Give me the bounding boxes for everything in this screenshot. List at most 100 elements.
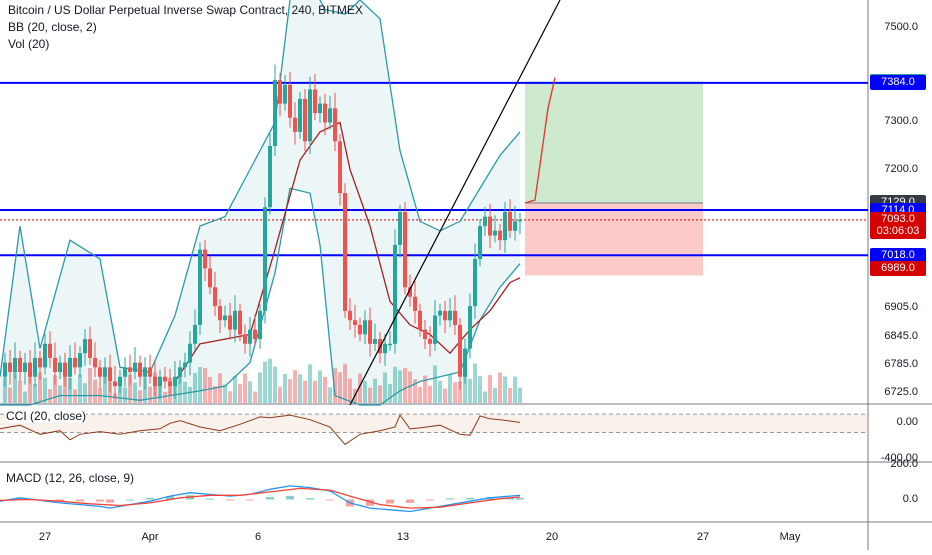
bb-indicator-label[interactable]: BB (20, close, 2)	[8, 20, 97, 34]
volume-indicator-label[interactable]: Vol (20)	[8, 37, 50, 51]
volume-bar	[368, 387, 372, 403]
macd-histogram-bar	[106, 499, 114, 503]
macd-histogram-bar	[506, 497, 514, 500]
candle-body	[433, 315, 437, 344]
candle-body	[328, 108, 332, 123]
candle-body	[453, 310, 457, 325]
candle-body	[143, 367, 147, 377]
candle-body	[443, 310, 447, 321]
candle-body	[198, 249, 202, 325]
volume-bar	[388, 384, 392, 403]
volume-bar	[453, 382, 457, 403]
macd-histogram-bar	[96, 499, 104, 502]
macd-histogram-bar	[446, 498, 454, 500]
volume-bar	[273, 366, 277, 403]
target-zone	[525, 81, 703, 203]
volume-bar	[33, 384, 37, 403]
volume-bar	[163, 391, 167, 403]
candle-body	[108, 367, 112, 382]
candle-body	[113, 381, 117, 387]
candle-body	[63, 362, 67, 377]
candle-body	[158, 376, 162, 387]
candle-body	[508, 211, 512, 231]
volume-bar	[53, 375, 57, 403]
candle-body	[178, 367, 182, 377]
volume-bar	[223, 384, 227, 403]
volume-bar	[108, 382, 112, 403]
candle-body	[428, 339, 432, 344]
macd-histogram-bar	[126, 499, 134, 501]
candle-body	[288, 84, 292, 118]
candle-body	[513, 221, 517, 231]
volume-bar	[78, 374, 82, 403]
candle-body	[168, 381, 172, 387]
candle-body	[303, 98, 307, 142]
volume-bar	[193, 373, 197, 403]
candle-body	[128, 367, 132, 373]
macd-tick-label: 200.0	[890, 458, 918, 471]
cci-tick-label: -400.00	[880, 452, 918, 464]
chart-title: Bitcoin / US Dollar Perpetual Inverse Sw…	[8, 3, 363, 17]
candle-body	[48, 343, 52, 358]
volume-bar	[248, 381, 252, 403]
candle-body	[228, 315, 232, 330]
time-tick-label: 13	[396, 531, 410, 543]
candle-body	[223, 315, 227, 321]
candle-body	[478, 226, 482, 260]
candle-body	[413, 296, 417, 311]
time-tick-label: 27	[696, 531, 710, 543]
volume-bar	[488, 375, 492, 403]
volume-bar	[293, 370, 297, 403]
volume-bar	[308, 364, 312, 403]
macd-indicator-label[interactable]: MACD (12, 26, close, 9)	[6, 471, 135, 485]
candle-body	[233, 310, 237, 330]
volume-bar	[138, 390, 142, 403]
volume-bar	[288, 379, 292, 403]
candle-body	[348, 310, 352, 321]
volume-bar	[333, 368, 337, 403]
price-tag: 7093.0	[870, 212, 926, 228]
price-tag: 7018.0	[870, 247, 926, 263]
candle-body	[183, 362, 187, 368]
volume-bar	[318, 370, 322, 403]
bb-band-fill	[0, 0, 520, 405]
candle-body	[408, 287, 412, 297]
cci-indicator-label[interactable]: CCI (20, close)	[6, 409, 87, 423]
volume-bar	[233, 376, 237, 403]
price-tick-label: 6845.0	[884, 329, 918, 342]
bb-lower-line	[0, 187, 521, 406]
candle-body	[3, 362, 7, 377]
volume-bar	[363, 381, 367, 403]
volume-bar	[493, 387, 497, 403]
candle-body	[323, 103, 327, 123]
candle-body	[138, 362, 142, 377]
volume-bar	[343, 363, 347, 403]
candle-body	[308, 89, 312, 142]
candle-body	[438, 310, 442, 316]
volume-bar	[518, 387, 522, 403]
volume-bar	[298, 374, 302, 403]
candle-body	[373, 339, 377, 344]
volume-bar	[303, 380, 307, 403]
candle-body	[313, 89, 317, 114]
volume-bar	[83, 383, 87, 403]
candle-body	[93, 357, 97, 368]
price-tick-label: 7200.0	[884, 162, 918, 175]
volume-bar	[423, 375, 427, 403]
candle-body	[363, 320, 367, 335]
candle-body	[13, 357, 17, 373]
volume-bar	[313, 380, 317, 403]
candle-body	[23, 362, 27, 373]
volume-bar	[103, 374, 107, 403]
candle-body	[8, 362, 12, 373]
price-tag: 03:06:03	[870, 224, 926, 240]
candle-body	[98, 367, 102, 377]
volume-bar	[143, 377, 147, 403]
volume-bar	[43, 377, 47, 403]
candle-body	[88, 339, 92, 358]
macd-histogram-bar	[76, 499, 84, 502]
candle-body	[73, 357, 77, 368]
macd-histogram-bar	[466, 497, 474, 500]
